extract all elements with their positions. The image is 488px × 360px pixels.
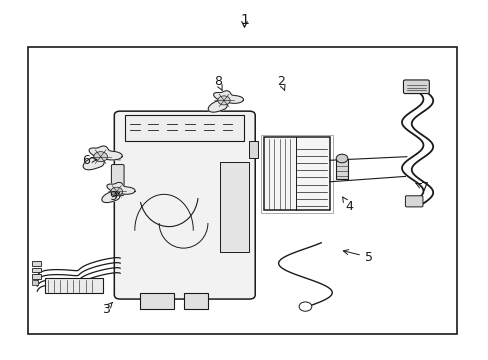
Bar — [220, 162, 249, 252]
Text: 5: 5 — [343, 249, 372, 264]
Text: 6: 6 — [82, 154, 97, 167]
Text: 8: 8 — [213, 75, 222, 91]
Text: 9: 9 — [109, 190, 120, 203]
Bar — [125, 116, 244, 140]
Text: 2: 2 — [277, 75, 285, 91]
Bar — [264, 137, 329, 211]
Text: 1: 1 — [240, 13, 248, 27]
Circle shape — [299, 302, 311, 311]
Bar — [32, 280, 38, 285]
Bar — [32, 268, 41, 272]
Polygon shape — [102, 183, 135, 203]
Bar — [261, 135, 332, 213]
FancyBboxPatch shape — [111, 165, 124, 195]
Polygon shape — [208, 91, 243, 112]
Text: 3: 3 — [102, 302, 112, 316]
Bar — [249, 140, 258, 158]
Bar — [335, 159, 347, 179]
FancyBboxPatch shape — [114, 111, 255, 299]
Circle shape — [335, 154, 347, 163]
Circle shape — [94, 152, 107, 162]
FancyBboxPatch shape — [403, 80, 428, 94]
Bar — [32, 261, 41, 266]
Text: 7: 7 — [415, 181, 428, 194]
Bar — [140, 293, 173, 309]
Bar — [32, 274, 41, 279]
Bar — [27, 47, 456, 334]
Bar — [44, 278, 103, 293]
FancyBboxPatch shape — [405, 196, 422, 207]
Circle shape — [111, 187, 122, 196]
Polygon shape — [83, 146, 122, 170]
Circle shape — [218, 96, 230, 105]
Text: 4: 4 — [342, 197, 352, 213]
Bar — [183, 293, 207, 309]
